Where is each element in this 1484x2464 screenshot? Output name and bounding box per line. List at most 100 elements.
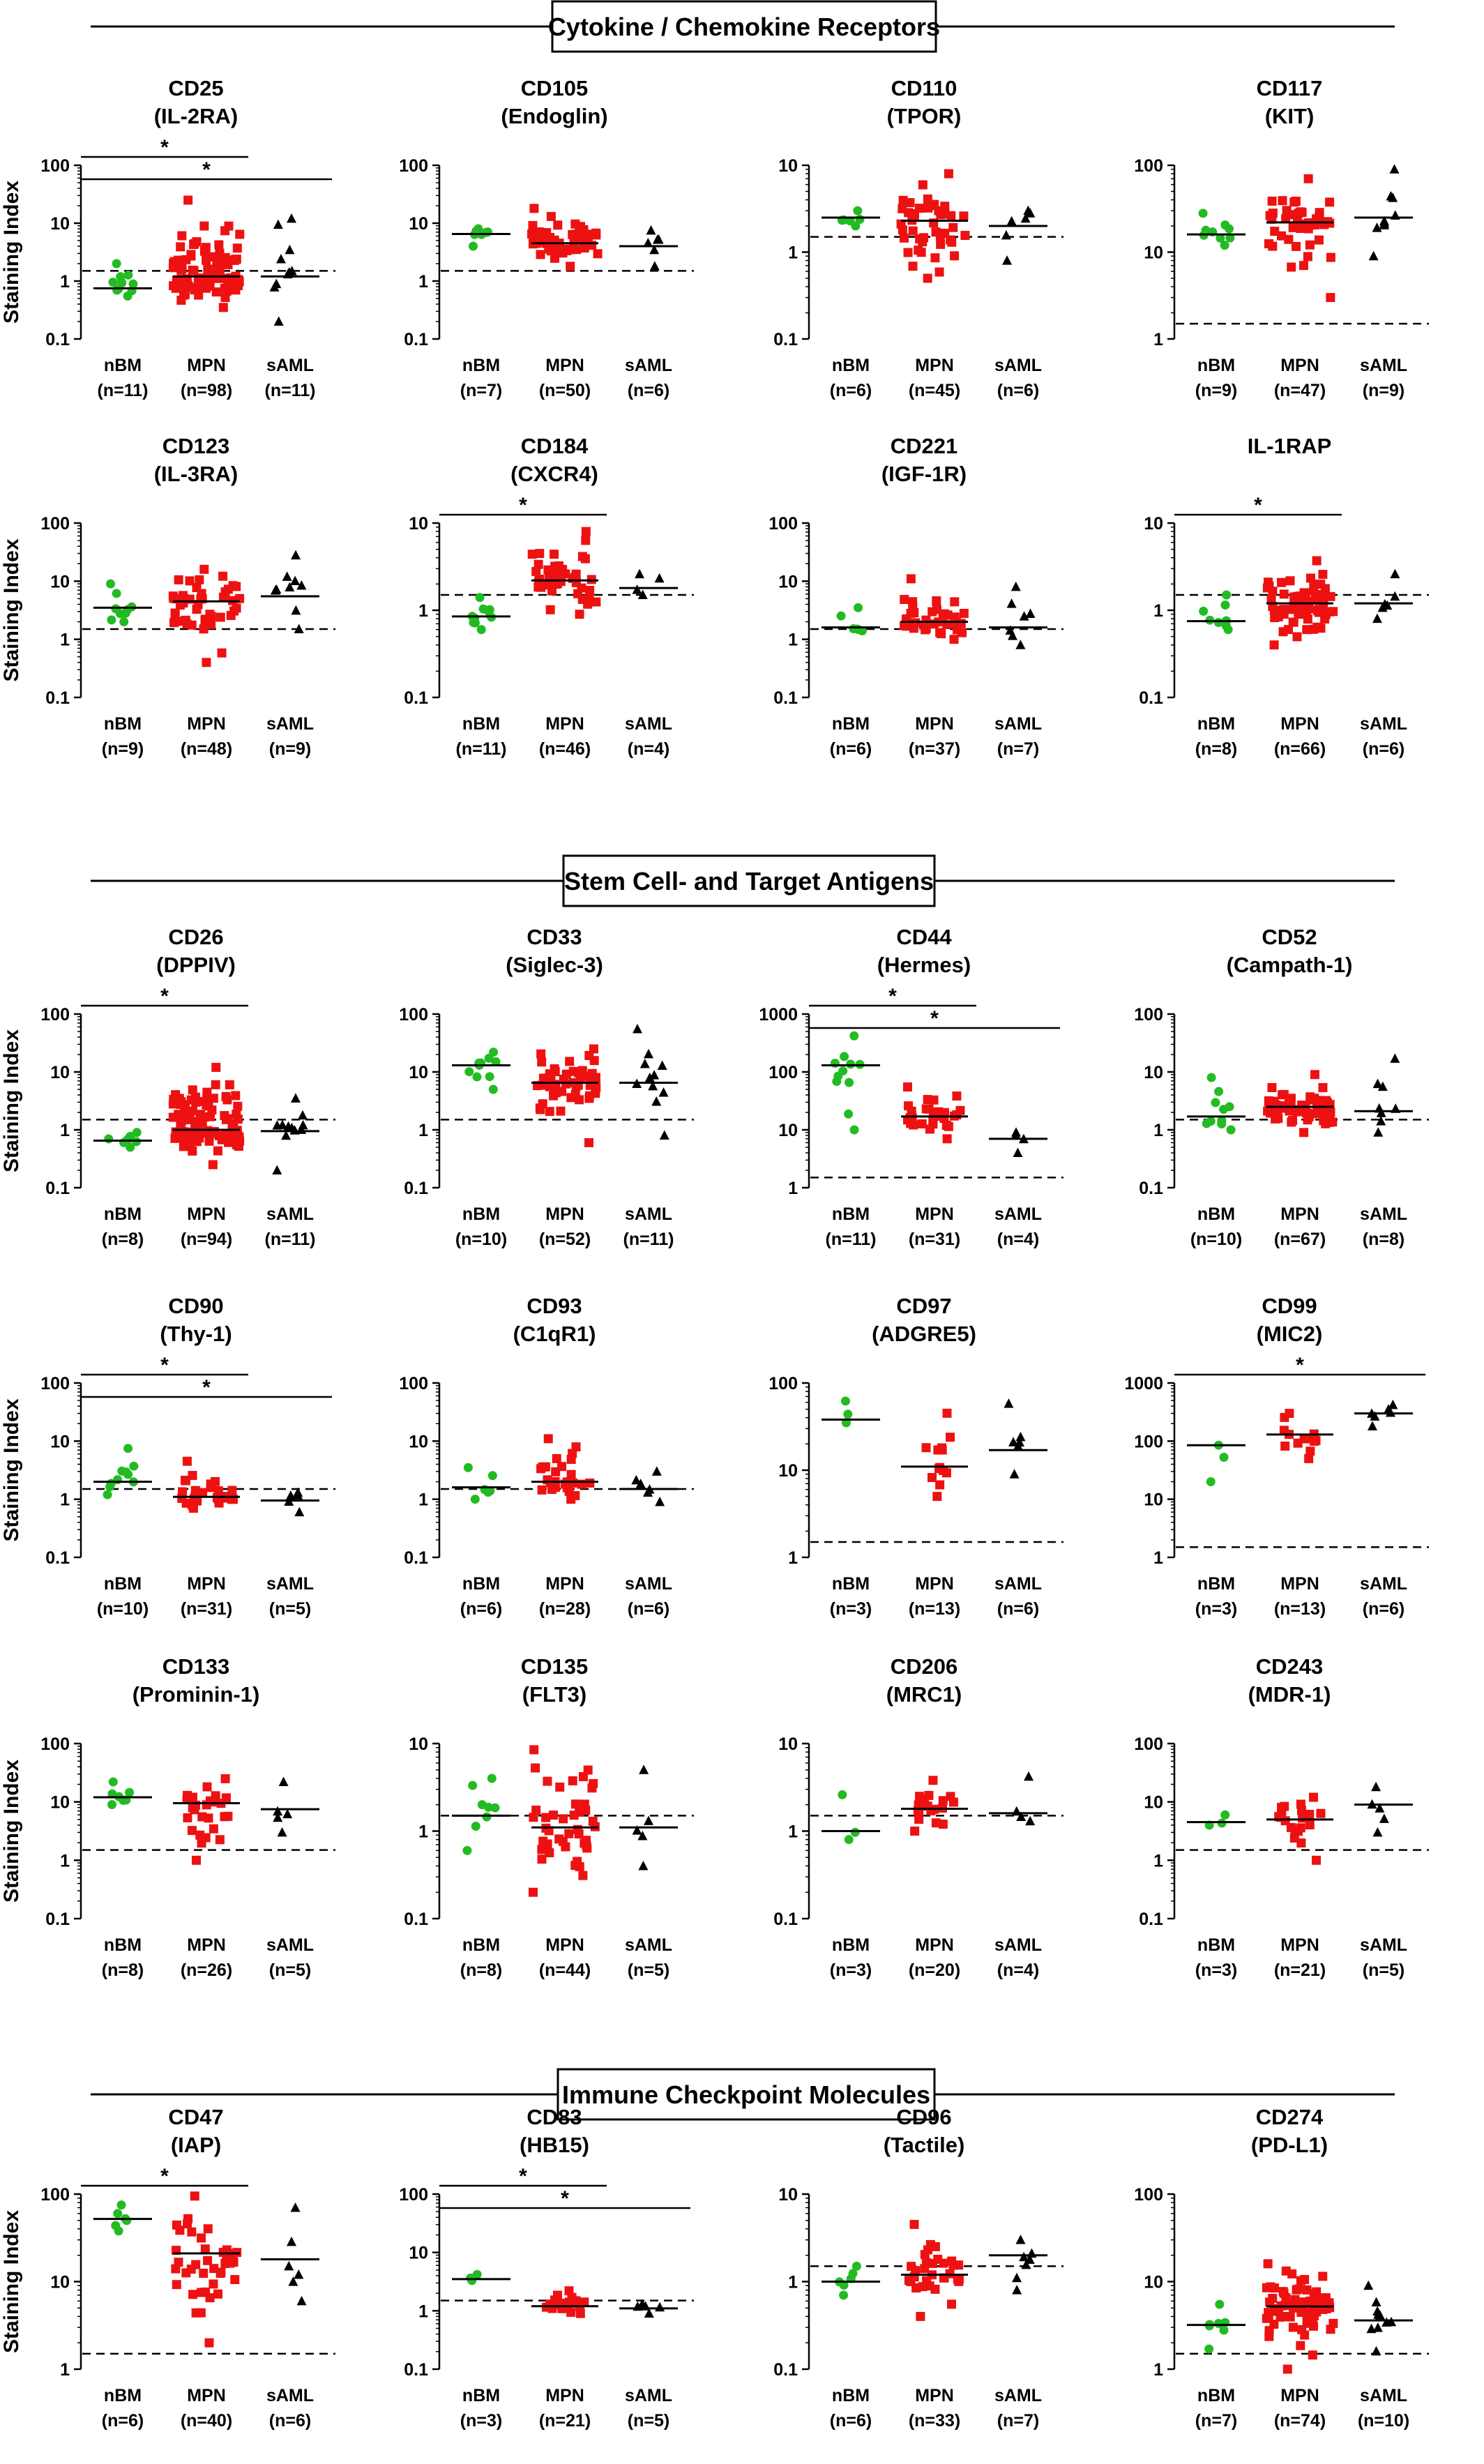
nbm-point [839, 2290, 849, 2300]
mpn-point [938, 1820, 948, 1829]
mpn-point [558, 1836, 568, 1846]
mpn-point [1263, 2259, 1273, 2269]
count-label: (n=20) [909, 1960, 960, 1980]
mpn-point [1316, 1808, 1326, 1818]
count-label: (n=4) [628, 739, 669, 759]
mpn-point [228, 581, 238, 591]
saml-point [1010, 1130, 1021, 1140]
y-tick-label: 10 [778, 572, 798, 591]
nbm-point [1219, 2325, 1229, 2335]
nbm-point [129, 1461, 139, 1471]
mpn-point [584, 1137, 594, 1147]
y-tick-label: 10 [778, 2185, 798, 2205]
mpn-point [545, 605, 555, 614]
saml-point [659, 1130, 669, 1140]
count-label: (n=13) [909, 1599, 960, 1619]
mpn-point [1310, 1070, 1319, 1080]
mpn-point [555, 1782, 565, 1792]
saml-point [1390, 568, 1400, 579]
section-header: Stem Cell- and Target Antigens [91, 854, 1395, 907]
saml-point [282, 571, 292, 581]
mpn-point [898, 204, 907, 213]
category-label: sAML [266, 1204, 314, 1224]
mpn-point [1288, 2322, 1298, 2332]
mpn-point [1326, 293, 1335, 303]
mpn-point [188, 1106, 197, 1116]
mpn-point [917, 1119, 927, 1128]
chart-panel-cd83: CD83 (HB15) 0.1 1 10 100 nBM (n=3) MPN (n=21) sAML… [399, 2105, 694, 2431]
mpn-point [565, 1057, 575, 1066]
y-tick-label: 100 [1134, 1734, 1163, 1754]
category-label: nBM [832, 356, 870, 375]
mpn-point [556, 1106, 566, 1116]
category-label: nBM [104, 1204, 142, 1224]
mpn-point [198, 1488, 208, 1497]
mpn-point [531, 1805, 541, 1815]
mpn-point [908, 226, 918, 236]
y-tick-label: 10 [1144, 1793, 1163, 1813]
nbm-point [121, 1467, 131, 1477]
y-tick-label: 100 [768, 514, 798, 534]
mpn-point [536, 250, 545, 259]
mpn-point [1314, 235, 1324, 245]
saml-point [655, 1496, 665, 1506]
mpn-point [949, 635, 959, 644]
category-label: sAML [266, 714, 314, 734]
nbm-point [1225, 233, 1235, 243]
panel-title: CD99 [1262, 1294, 1317, 1318]
saml-point [639, 1764, 649, 1774]
nbm-point [112, 589, 121, 598]
count-label: (n=8) [102, 1960, 144, 1980]
mpn-point [1303, 252, 1312, 262]
category-label: MPN [915, 356, 954, 375]
y-tick-label: 0.1 [773, 1910, 798, 1929]
saml-point [294, 2269, 304, 2279]
y-tick-label: 100 [1134, 1005, 1163, 1025]
mpn-point [223, 1811, 233, 1821]
saml-point [1009, 1469, 1020, 1479]
mpn-point [899, 233, 909, 243]
nbm-point [846, 1059, 856, 1069]
mpn-point [531, 566, 541, 576]
nbm-point [844, 1835, 854, 1845]
mpn-point [220, 293, 230, 303]
mpn-point [1292, 1107, 1302, 1117]
mpn-point [566, 1469, 576, 1479]
mpn-point [1273, 1114, 1283, 1124]
nbm-point [490, 1803, 500, 1813]
mpn-point [529, 1887, 538, 1897]
nbm-point [1220, 600, 1230, 610]
panel-title: CD133 [162, 1654, 230, 1679]
nbm-point [484, 1053, 494, 1063]
mpn-point [543, 1434, 553, 1444]
y-tick-label: 10 [50, 2273, 70, 2292]
mpn-point [552, 1453, 561, 1463]
nbm-point [463, 1462, 473, 1472]
nbm-point [116, 2200, 126, 2210]
category-label: sAML [1360, 1935, 1407, 1955]
mpn-point [185, 1114, 195, 1124]
mpn-point [172, 2280, 181, 2290]
saml-point [637, 589, 648, 599]
count-label: (n=7) [460, 381, 502, 400]
mpn-point [921, 1443, 931, 1453]
count-label: (n=10) [455, 1230, 507, 1249]
mpn-point [206, 1479, 215, 1489]
saml-point [289, 1125, 300, 1135]
mpn-point [235, 229, 245, 239]
mpn-point [217, 648, 227, 658]
saml-point [635, 568, 645, 579]
section-title: Stem Cell- and Target Antigens [564, 867, 934, 895]
mpn-point [536, 1049, 546, 1059]
saml-point [1379, 220, 1390, 229]
nbm-point [105, 579, 115, 589]
mpn-point [177, 1487, 187, 1497]
saml-point [277, 1827, 287, 1837]
count-label: (n=13) [1274, 1599, 1326, 1619]
nbm-point [471, 1822, 480, 1831]
panel-title: CD52 [1262, 925, 1317, 949]
category-label: sAML [625, 1204, 672, 1224]
category-label: sAML [994, 1574, 1042, 1594]
category-label: sAML [266, 1935, 314, 1955]
mpn-point [1294, 610, 1303, 619]
